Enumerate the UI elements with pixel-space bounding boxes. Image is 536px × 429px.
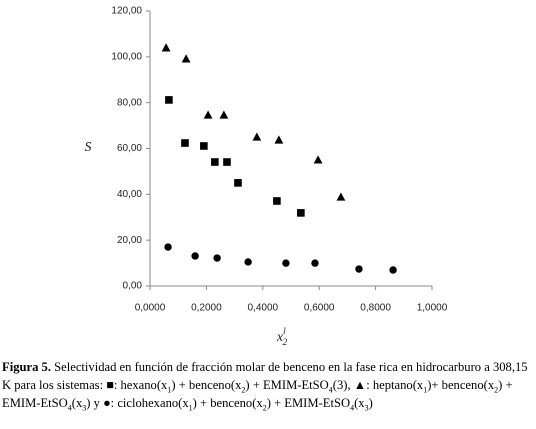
x-tick-label: 0,2000 — [191, 303, 222, 314]
caption-label: Figura 5. — [2, 360, 51, 374]
point — [389, 266, 397, 274]
x-axis-label: xl 2 — [276, 326, 288, 347]
caption-text: ) — [368, 396, 373, 410]
x-tick-label: 0,6000 — [304, 303, 335, 314]
caption-text: ) y ●: ciclohexano(x — [86, 396, 189, 410]
y-tick-label: 100,00 — [111, 51, 142, 62]
point — [219, 110, 229, 119]
caption-text: ) + EMIM-EtSO — [245, 378, 329, 392]
y-tick-label: 0,00 — [123, 281, 143, 292]
x-label-base: x — [276, 330, 284, 345]
point — [164, 243, 172, 251]
caption-subscript: 2 — [241, 385, 246, 395]
point — [181, 139, 189, 147]
y-tick-label: 120,00 — [111, 6, 142, 17]
caption-subscript: 3 — [82, 403, 87, 413]
x-tick-label: 0,0000 — [135, 303, 166, 314]
figure-caption: Figura 5. Selectividad en función de fra… — [2, 358, 532, 412]
caption-subscript: 1 — [423, 385, 428, 395]
caption-text: (3), ▲: heptano(x — [332, 378, 424, 392]
caption-text: )+ benceno(x — [427, 378, 495, 392]
y-tick-label: 60,00 — [117, 143, 142, 154]
caption-text: ) + benceno(x — [171, 378, 242, 392]
caption-text: (x — [71, 396, 83, 410]
point — [213, 254, 221, 262]
caption-subscript: 4 — [67, 403, 72, 413]
point — [181, 54, 191, 63]
caption-subscript: 1 — [167, 385, 172, 395]
point — [282, 259, 290, 267]
x-tick-label: 1,0000 — [417, 303, 448, 314]
y-axis-label: S — [85, 140, 92, 155]
point — [252, 132, 262, 141]
caption-text: Selectividad en función de fracción mola… — [2, 360, 528, 392]
x-tick-label: 0,8000 — [360, 303, 391, 314]
point — [336, 192, 346, 201]
y-tick-label: 40,00 — [117, 189, 142, 200]
caption-text: (x — [354, 396, 365, 410]
x-label-sup: l — [283, 326, 286, 336]
point — [355, 265, 363, 273]
point — [211, 158, 219, 166]
chart: S xl 2 0,00 20,00 40,00 60,00 80,00 100,00 120,… — [85, 6, 448, 347]
point — [191, 252, 199, 260]
y-tick-label: 80,00 — [117, 97, 142, 108]
point — [223, 158, 231, 166]
point — [274, 135, 284, 144]
caption-subscript: 2 — [262, 403, 267, 413]
y-tick-label: 20,00 — [117, 235, 142, 246]
caption-subscript: 4 — [350, 403, 355, 413]
point — [203, 110, 213, 119]
caption-subscript: 2 — [494, 385, 499, 395]
point — [313, 155, 323, 164]
point — [200, 142, 208, 150]
point — [244, 258, 252, 266]
point — [161, 43, 171, 52]
x-tick-label: 0,4000 — [248, 303, 279, 314]
caption-text: ) + benceno(x — [192, 396, 263, 410]
x-label-sub: 2 — [283, 337, 288, 347]
caption-text: ) + EMIM-EtSO — [2, 378, 513, 410]
point — [165, 96, 173, 104]
caption-text: ) + EMIM-EtSO — [266, 396, 351, 410]
caption-subscript: 4 — [328, 385, 333, 395]
point — [311, 259, 319, 267]
point — [234, 179, 242, 187]
caption-subscript: 3 — [364, 403, 369, 413]
point — [273, 197, 281, 205]
point — [297, 209, 305, 217]
caption-subscript: 1 — [188, 403, 193, 413]
